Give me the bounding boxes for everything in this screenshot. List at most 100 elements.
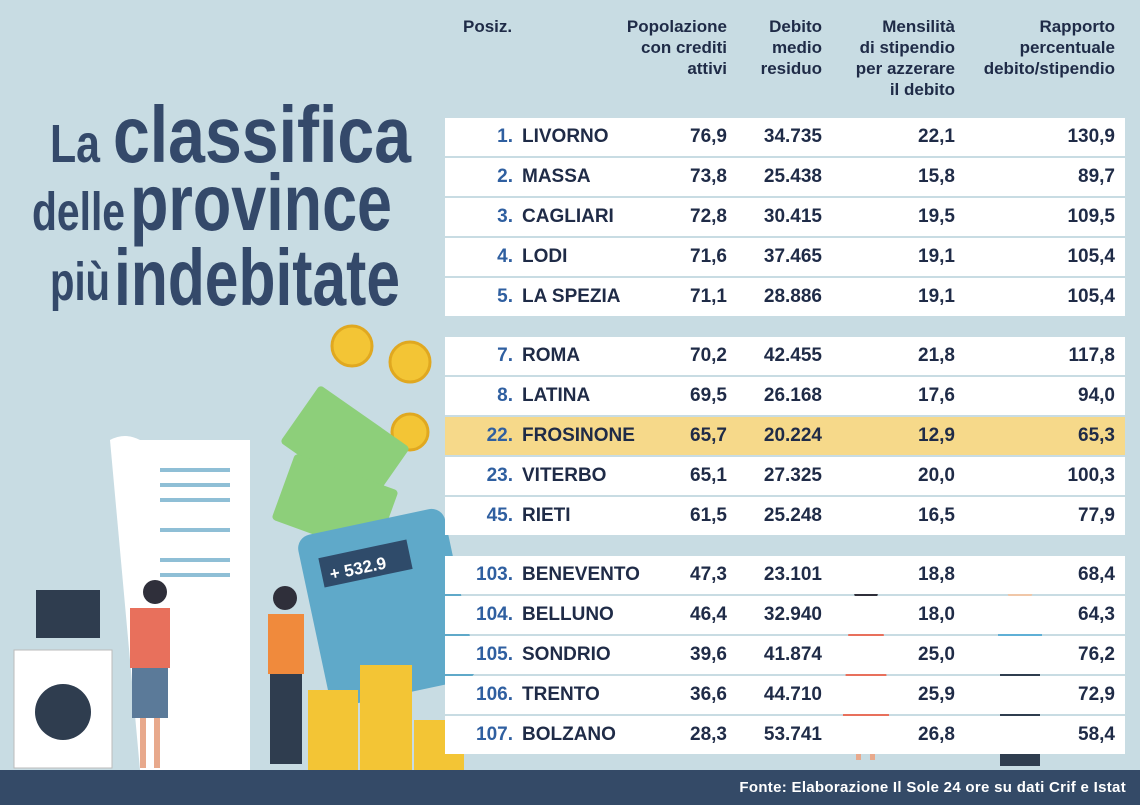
table-row: 8. LATINA 69,5 26.168 17,6 94,0: [445, 377, 1125, 415]
table-cell: 89,7: [1078, 166, 1115, 187]
table-row: 7. ROMA 70,2 42.455 21,8 117,8: [445, 337, 1125, 375]
province-name: LODI: [522, 246, 568, 267]
table-cell: 117,8: [1068, 345, 1116, 366]
table-row: 1. LIVORNO 76,9 34.735 22,1 130,9: [445, 118, 1125, 156]
title-word: delle: [32, 182, 125, 242]
calculator-display: [318, 539, 413, 588]
table-cell: 8.: [497, 385, 513, 406]
table-cell: 73,8: [690, 166, 727, 187]
person: [130, 580, 170, 768]
table-cell: 68,4: [1078, 564, 1115, 585]
province-name: MASSA: [522, 166, 591, 187]
province-name: SONDRIO: [522, 644, 611, 665]
table-cell: 23.101: [763, 564, 822, 585]
table-cell: 44.710: [763, 684, 822, 705]
person: [268, 586, 304, 764]
table-row: 105. SONDRIO 39,6 41.874 25,0 76,2: [445, 636, 1125, 674]
table-cell: 105,4: [1067, 246, 1115, 267]
table-cell: 69,5: [690, 385, 727, 406]
table-cell: 22,1: [918, 126, 955, 147]
source: Fonte: Elaborazione Il Sole 24 ore su da…: [739, 779, 1126, 796]
table-cell: 36,6: [690, 684, 727, 705]
column-header: Posiz.: [463, 16, 512, 37]
province-name: FROSINONE: [522, 425, 635, 446]
table-cell: 42.455: [763, 345, 822, 366]
header-line: medio: [771, 38, 822, 57]
title-word: La: [50, 114, 101, 174]
column-header: Debito medio residuo: [761, 16, 822, 79]
table-cell: 94,0: [1078, 385, 1115, 406]
header-line: percentuale: [1019, 38, 1115, 57]
table-cell: 4.: [497, 246, 513, 267]
coin-stack: [360, 665, 412, 770]
table-cell: 25,0: [918, 644, 955, 665]
province-name: BENEVENTO: [522, 564, 640, 585]
table-cell: 3.: [497, 206, 513, 227]
header-line: debito/stipendio: [983, 59, 1115, 78]
table-row: 45. RIETI 61,5 25.248 16,5 77,9: [445, 497, 1125, 535]
table-cell: 15,8: [918, 166, 955, 187]
header-line: Posiz.: [463, 17, 513, 36]
table-cell: 106.: [476, 684, 513, 705]
table-cell: 65,3: [1078, 425, 1115, 446]
table-cell: 28,3: [690, 724, 727, 745]
coin: [388, 340, 432, 384]
table-row: 2. MASSA 73,8 25.438 15,8 89,7: [445, 158, 1125, 196]
table-cell: 109,5: [1067, 206, 1115, 227]
province-name: VITERBO: [522, 465, 607, 486]
title-word: indebitate: [114, 233, 400, 322]
province-name: BOLZANO: [522, 724, 616, 745]
province-name: LA SPEZIA: [522, 286, 621, 307]
table-cell: 103.: [476, 564, 513, 585]
table-cell: 1.: [497, 126, 513, 147]
table-cell: 25.438: [763, 166, 822, 187]
table-cell: 23.: [486, 465, 513, 486]
table-cell: 58,4: [1078, 724, 1115, 745]
table-cell: 53.741: [763, 724, 822, 745]
table-cell: 17,6: [918, 385, 955, 406]
table-cell: 25.248: [763, 505, 822, 526]
table-cell: 72,9: [1078, 684, 1115, 705]
coin: [390, 412, 430, 452]
table-cell: 20.224: [763, 425, 822, 446]
table-cell: 65,1: [690, 465, 727, 486]
table-cell: 71,1: [690, 286, 727, 307]
table-cell: 18,0: [918, 604, 955, 625]
province-name: CAGLIARI: [522, 206, 614, 227]
column-header: Popolazione con crediti attivi: [627, 16, 727, 79]
table-cell: 41.874: [763, 644, 822, 665]
header-line: Popolazione: [626, 17, 727, 36]
monitor: [36, 590, 100, 638]
header-line: con crediti: [641, 38, 727, 57]
table-cell: 105,4: [1067, 286, 1115, 307]
header-line: di stipendio: [859, 38, 955, 57]
table-cell: 2.: [497, 166, 513, 187]
table-row: 4. LODI 71,6 37.465 19,1 105,4: [445, 238, 1125, 276]
header-line: Debito: [769, 17, 822, 36]
table-row: 103. BENEVENTO 47,3 23.101 18,8 68,4: [445, 556, 1125, 594]
province-name: LATINA: [522, 385, 591, 406]
column-header: Mensilità di stipendio per azzerare il debi…: [856, 16, 955, 100]
table-cell: 77,9: [1078, 505, 1115, 526]
table-cell: 18,8: [918, 564, 955, 585]
table-cell: 7.: [497, 345, 513, 366]
table-cell: 46,4: [690, 604, 727, 625]
table-cell: 39,6: [690, 644, 727, 665]
title-word: province: [130, 158, 392, 247]
table-cell: 107.: [476, 724, 513, 745]
table-cell: 64,3: [1078, 604, 1115, 625]
header-line: residuo: [760, 59, 822, 78]
table-cell: 37.465: [763, 246, 822, 267]
table-cell: 28.886: [763, 286, 822, 307]
table-cell: 70,2: [690, 345, 727, 366]
coin-stack: [308, 690, 358, 770]
banknote: [281, 386, 409, 504]
table-cell: 20,0: [918, 465, 955, 486]
table-row: 106. TRENTO 36,6 44.710 25,9 72,9: [445, 676, 1125, 714]
table-cell: 30.415: [763, 206, 822, 227]
table-cell: 25,9: [918, 684, 955, 705]
table-cell: 32.940: [763, 604, 822, 625]
title-word: più: [50, 252, 110, 312]
table-cell: 26.168: [763, 385, 822, 406]
washing-machine-door: [35, 684, 91, 740]
